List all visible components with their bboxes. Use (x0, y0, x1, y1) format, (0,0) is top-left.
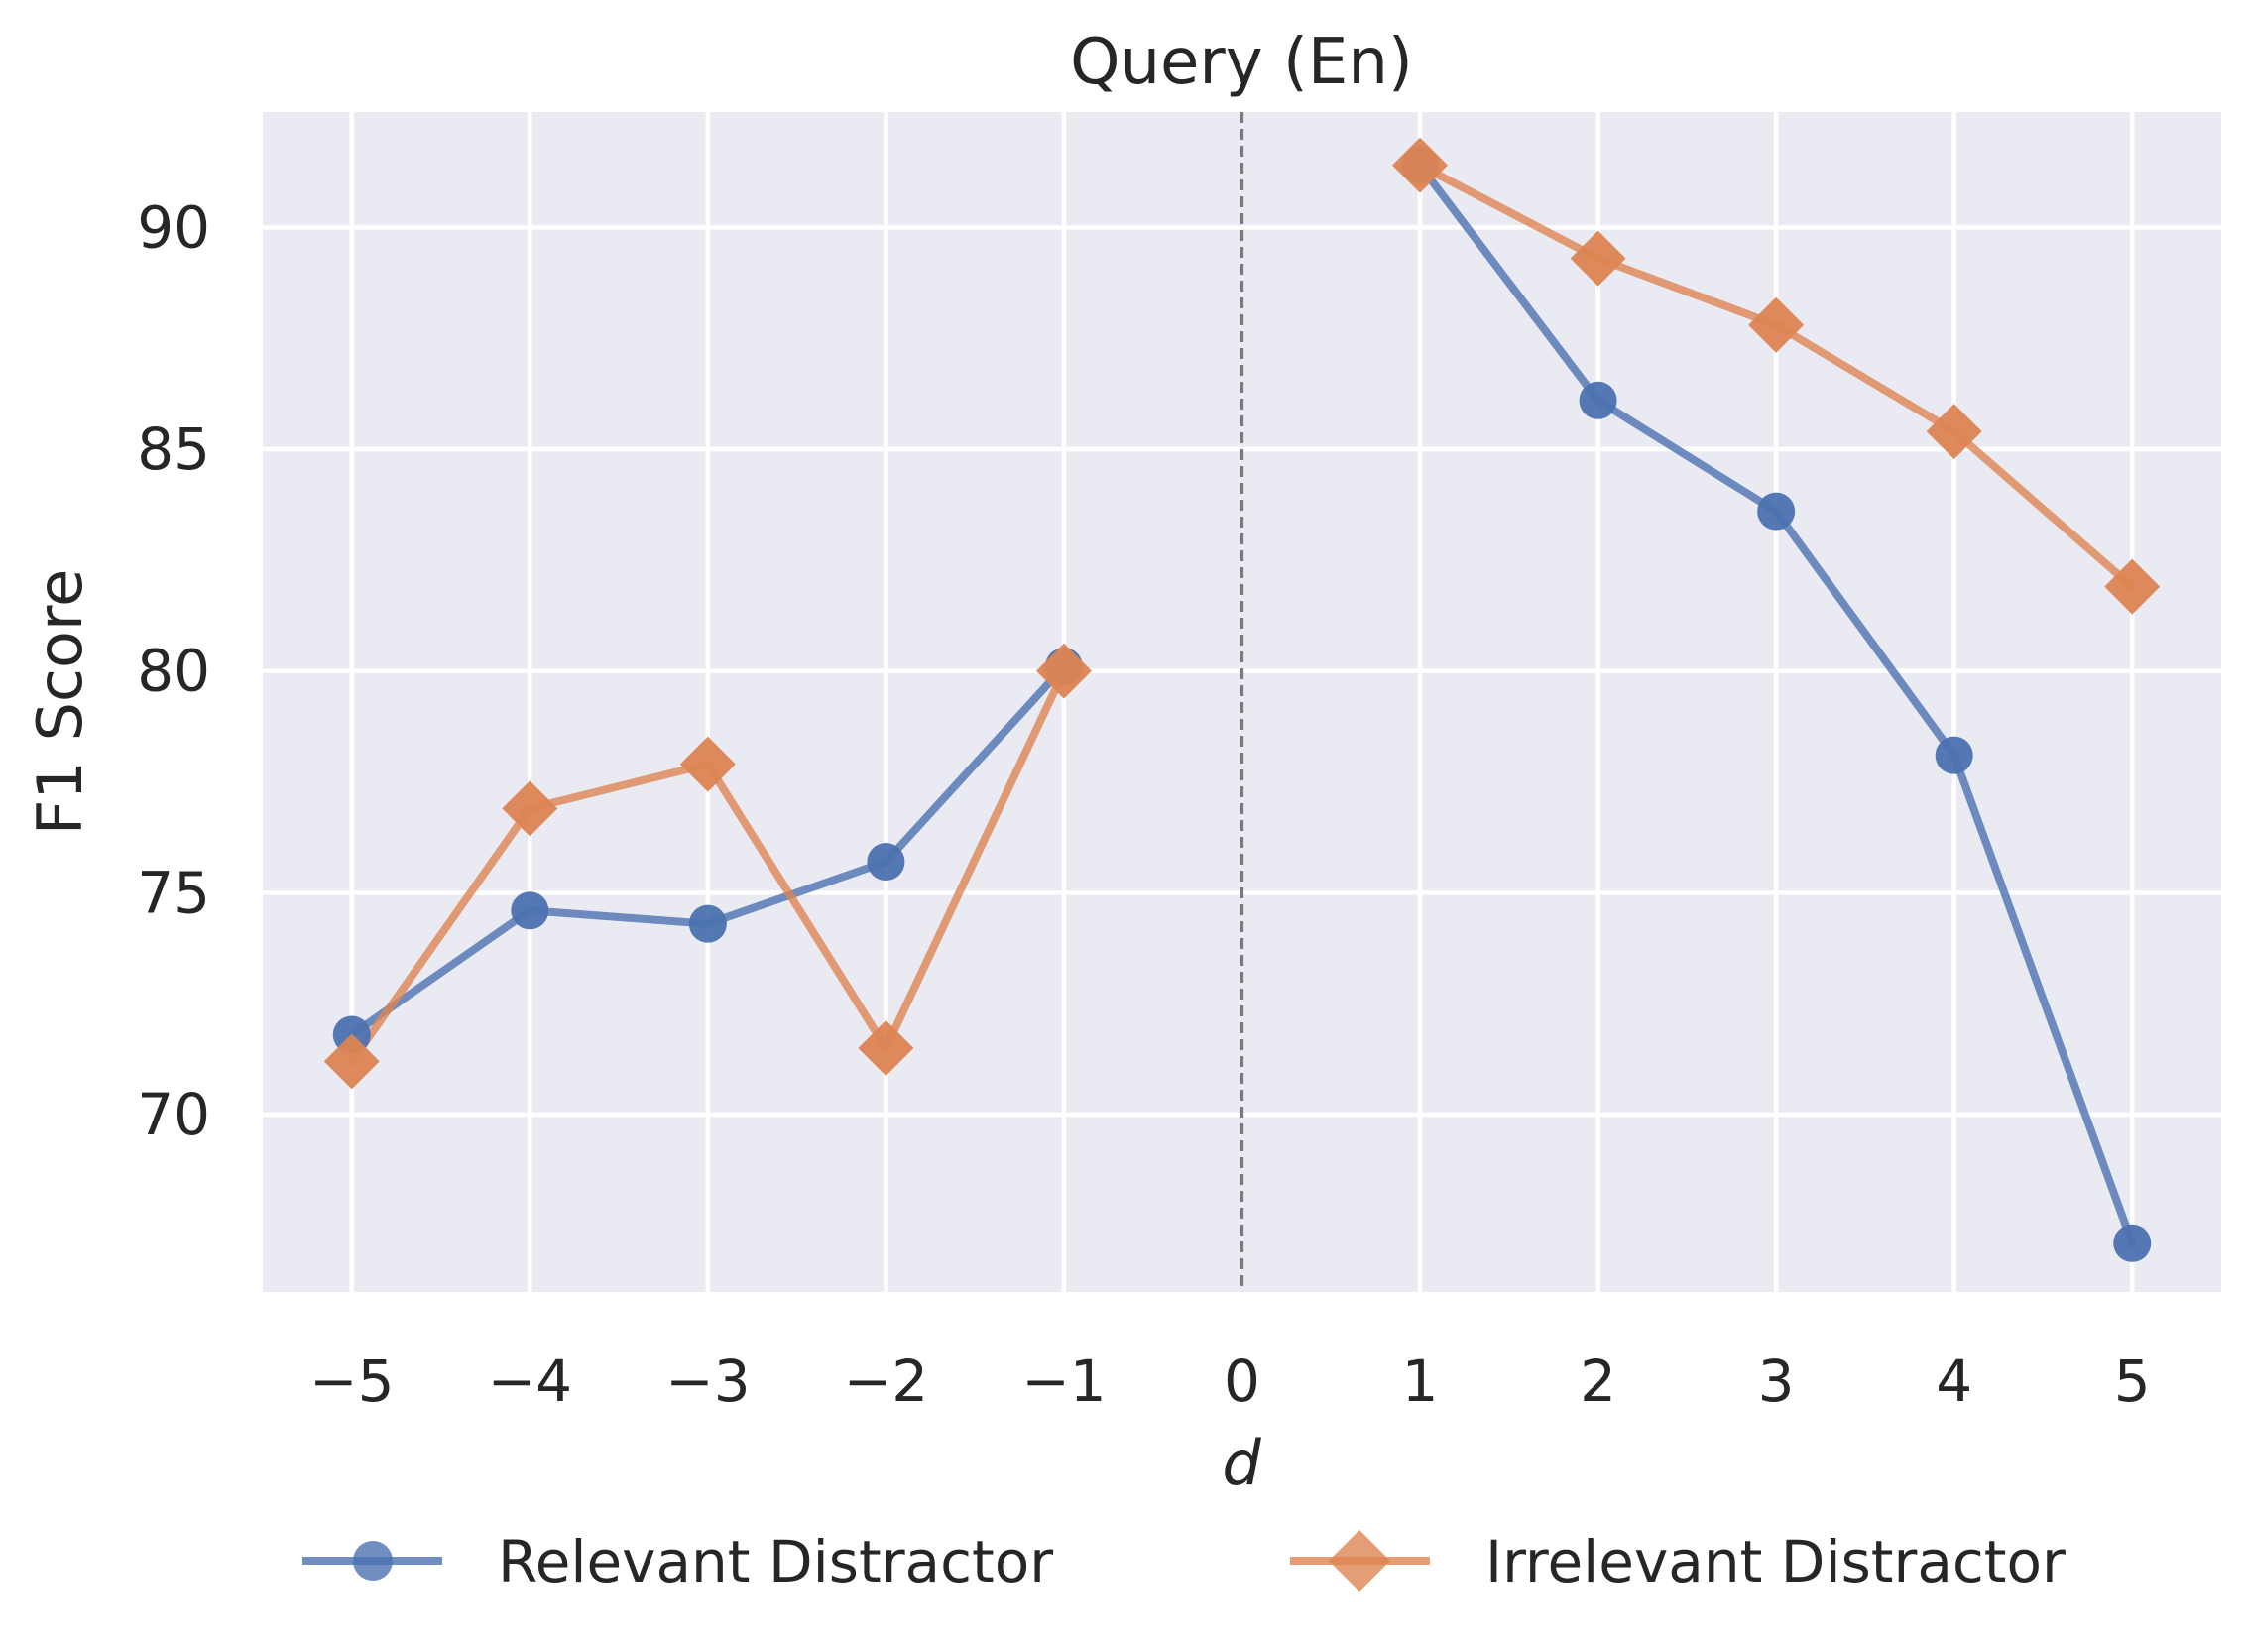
x-tick-label: 2 (1580, 1348, 1616, 1415)
data-point-relevant (688, 904, 727, 943)
data-point-irrelevant (2104, 558, 2161, 615)
data-point-relevant (1757, 492, 1796, 531)
data-point-irrelevant (1570, 230, 1626, 287)
legend-item-irrelevant: Irrelevant Distractor (1290, 1528, 2066, 1595)
y-axis-label: F1 Score (24, 569, 96, 835)
y-tick-labels: 70 75 80 85 90 (137, 193, 210, 1148)
y-tick-label: 75 (137, 859, 210, 926)
legend-marker-relevant (353, 1541, 393, 1581)
x-tick-label: −1 (1021, 1348, 1107, 1415)
x-axis-label: d (1222, 1427, 1261, 1499)
data-point-relevant (2113, 1224, 2152, 1262)
data-point-relevant (867, 843, 905, 882)
data-point-irrelevant (1035, 643, 1092, 699)
data-point-relevant (1935, 736, 1973, 774)
data-point-relevant (1579, 381, 1617, 419)
x-tick-label: −2 (844, 1348, 929, 1415)
x-tick-label: 1 (1402, 1348, 1439, 1415)
data-point-irrelevant (502, 780, 558, 837)
x-tick-label: −5 (309, 1348, 395, 1415)
data-point-irrelevant (679, 736, 736, 792)
data-point-irrelevant (1392, 137, 1449, 193)
data-point-irrelevant (1926, 404, 1982, 460)
x-tick-label: −4 (488, 1348, 573, 1415)
legend-item-relevant: Relevant Distractor (302, 1528, 1053, 1595)
data-point-relevant (511, 891, 549, 930)
y-tick-label: 80 (137, 638, 210, 705)
legend-label-irrelevant: Irrelevant Distractor (1485, 1528, 2066, 1595)
y-tick-label: 70 (137, 1081, 210, 1148)
y-tick-label: 85 (137, 415, 210, 483)
x-tick-label: 0 (1224, 1348, 1260, 1415)
x-tick-label: 5 (2114, 1348, 2151, 1415)
legend: Relevant Distractor Irrelevant Distracto… (302, 1528, 2066, 1595)
series-layer (323, 137, 2161, 1262)
x-tick-label: 4 (1936, 1348, 1972, 1415)
legend-marker-irrelevant (1329, 1530, 1390, 1592)
x-tick-labels: −5 −4 −3 −2 −1 0 1 2 3 4 5 (309, 1348, 2151, 1415)
x-tick-label: −3 (665, 1348, 751, 1415)
x-tick-label: 3 (1758, 1348, 1795, 1415)
data-point-irrelevant (1748, 296, 1805, 353)
chart-title: Query (En) (1070, 26, 1413, 99)
legend-label-relevant: Relevant Distractor (498, 1528, 1053, 1595)
data-point-irrelevant (323, 1033, 380, 1090)
y-tick-label: 90 (137, 193, 210, 261)
data-point-irrelevant (858, 1019, 914, 1076)
